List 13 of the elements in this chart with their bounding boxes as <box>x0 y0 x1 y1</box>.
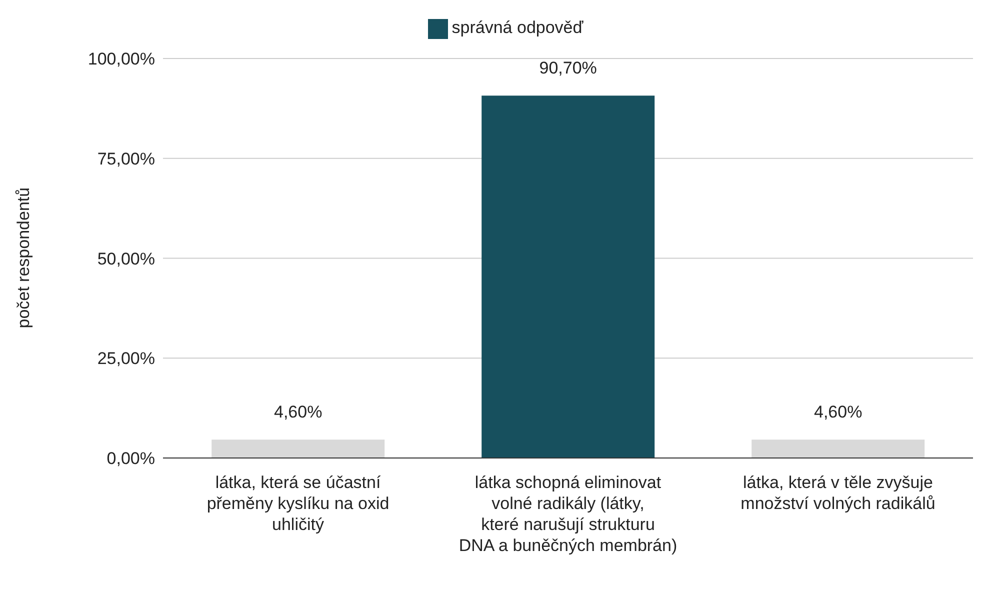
y-tick-label: 75,00% <box>97 149 155 168</box>
legend-label: správná odpověď <box>452 18 584 37</box>
x-tick-label: látka, která v těle zvyšuje množství volných radikálů <box>740 473 936 513</box>
y-tick-label: 50,00% <box>97 249 155 268</box>
y-tick-label: 0,00% <box>106 449 155 468</box>
y-axis-title: počet respondentů <box>14 187 34 328</box>
x-tick-label: látka, která se účastní přeměny kyslíku na oxid uhličitý <box>206 473 390 534</box>
data-label: 90,70% <box>539 58 597 78</box>
data-label: 4,60% <box>814 402 862 422</box>
y-tick-label: 100,00% <box>88 50 155 69</box>
y-tick-label: 25,00% <box>97 349 155 368</box>
data-label: 4,60% <box>274 402 322 422</box>
x-tick-label: látka schopná eliminovat volné radikály (látky, které narušují strukturu DNA a buněčných membrán) <box>458 473 678 555</box>
